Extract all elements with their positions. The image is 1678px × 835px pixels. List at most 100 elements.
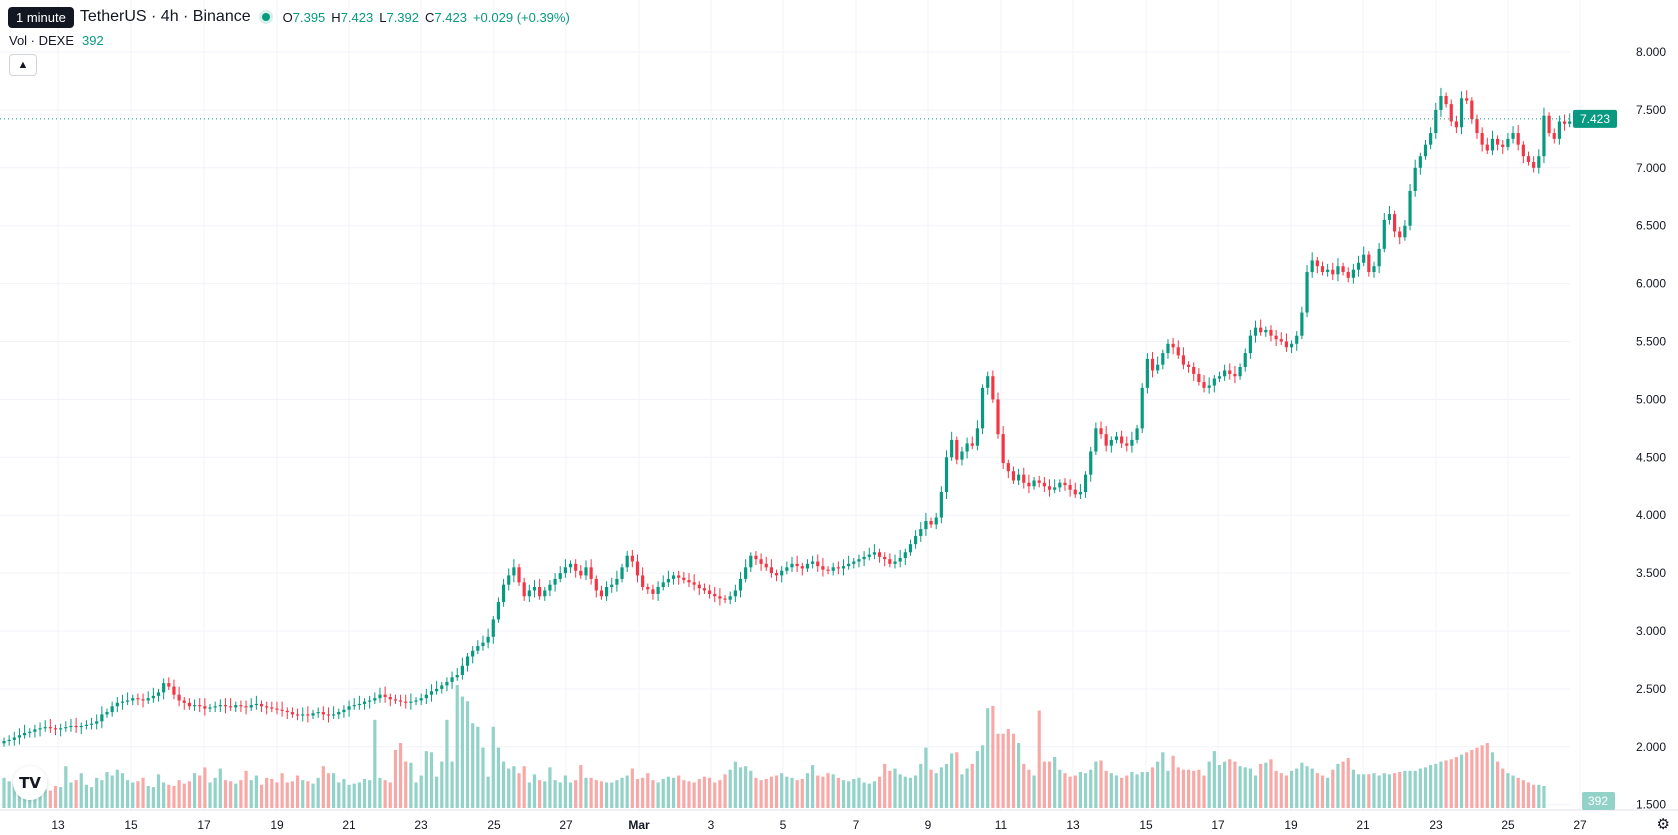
time-tick-label: 7 [853,818,860,832]
volume-bar [1279,773,1283,808]
volume-bar [826,773,830,808]
volume-bar [1295,768,1299,808]
volume-bar [1104,770,1108,808]
volume-bar [774,775,779,808]
candle-body [671,575,676,579]
candle-body [955,439,959,460]
volume-bar [702,776,707,808]
candle-body [795,563,799,567]
volume-bar [1377,775,1381,808]
volume-bar [1017,743,1021,808]
candle-body [908,544,913,553]
candle-body [862,556,866,560]
volume-bar [1099,760,1103,808]
candle-body [635,561,640,576]
volume-label: Vol · DEXE [9,33,75,48]
candle-body [1233,373,1237,377]
volume-bar [599,781,604,808]
volume-bar [48,790,52,808]
volume-bar [383,780,387,808]
volume-bar [465,701,470,808]
candle-body [553,578,557,585]
candle-body [558,573,562,579]
volume-bar [522,766,526,808]
candle-body [1130,439,1134,446]
candle-body [23,732,27,736]
candle-body [265,706,269,708]
tradingview-logo-icon[interactable]: TV [13,766,47,800]
volume-bar [563,775,567,808]
volume-bar [64,766,68,808]
volume-bar [857,777,861,808]
candle-body [1310,260,1314,273]
volume-bar [1156,761,1160,808]
volume-bar [800,778,804,808]
volume-bar [409,762,413,808]
volume-bar [553,780,557,808]
volume-bar [1058,769,1062,808]
volume-bar [69,782,73,808]
gear-icon[interactable]: ⚙ [1656,816,1670,833]
volume-bar [1346,758,1350,808]
market-status-icon[interactable] [258,10,273,24]
candle-body [1552,133,1556,139]
volume-bar [476,726,480,808]
candle-body [718,596,722,599]
volume-bar [435,776,439,808]
candle-body [568,563,573,568]
volume-bar [326,773,331,808]
time-tick-label: 27 [1573,818,1587,832]
time-tick-label: 19 [270,818,284,832]
candle-body [404,701,408,703]
volume-bar [548,767,552,808]
candle-body [450,677,454,682]
volume-bar [620,777,624,808]
volume-bar [780,773,784,808]
volume-bar [883,763,887,808]
candle-body [965,443,969,452]
candle-body [398,700,403,702]
candle-body [1186,364,1191,367]
candle-body [1367,254,1371,273]
volume-bar [1526,782,1531,808]
volume-bar [1186,769,1191,808]
volume-bar [1166,770,1170,808]
volume-bar [172,785,176,808]
candle-body [1315,260,1319,267]
candle-body [1073,489,1077,495]
price-tick-label: 4.000 [1636,508,1666,522]
candle-body [1053,487,1057,490]
volume-bar [847,781,851,808]
volume-bar [960,774,964,808]
price-tick-label: 3.000 [1636,624,1666,638]
volume-bar [903,776,907,808]
volume-bar [347,784,351,808]
symbol-legend: 1 minute TetherUS · 4h · Binance O7.395 … [8,6,570,28]
volume-bar [316,777,320,808]
volume-bar [646,773,650,808]
volume-bar [986,708,990,808]
candle-body [867,554,871,557]
volume-bar [1356,774,1361,808]
collapse-legend-button[interactable]: ▲ [9,54,37,76]
volume-bar [368,780,372,808]
candle-body [239,705,243,707]
candle-body [1269,329,1273,336]
volume-bar [1392,773,1397,808]
volume-bar [43,789,47,808]
volume-bar [527,782,531,808]
volume-bar [1027,769,1031,808]
candle-body [929,520,933,525]
volume-bar [424,751,428,808]
time-tick-label: 25 [487,818,501,832]
volume-bar [507,768,511,808]
volume-bar [280,773,284,808]
candle-body [1562,121,1567,124]
volume-bar [79,773,83,808]
time-tick-label: 19 [1284,818,1298,832]
volume-bar [1197,769,1201,808]
volume-bar [1243,767,1247,808]
symbol-title[interactable]: TetherUS · 4h · Binance [79,8,251,25]
candle-body [95,721,99,724]
